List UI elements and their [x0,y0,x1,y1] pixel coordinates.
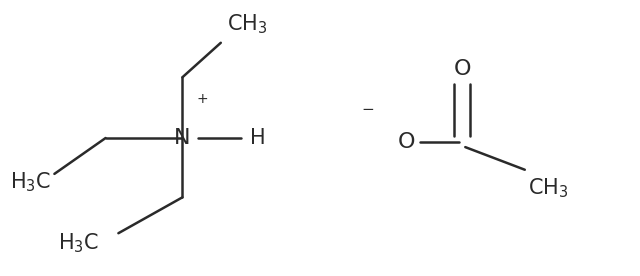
Text: CH$_3$: CH$_3$ [227,12,268,36]
Text: H: H [250,128,265,148]
Text: O: O [453,59,471,79]
Text: +: + [196,92,208,106]
Text: H$_3$C: H$_3$C [10,170,51,194]
Text: CH$_3$: CH$_3$ [528,177,568,200]
Text: O: O [397,132,415,152]
Text: N: N [174,128,191,148]
Text: −: − [362,102,374,117]
Text: H$_3$C: H$_3$C [58,231,99,255]
